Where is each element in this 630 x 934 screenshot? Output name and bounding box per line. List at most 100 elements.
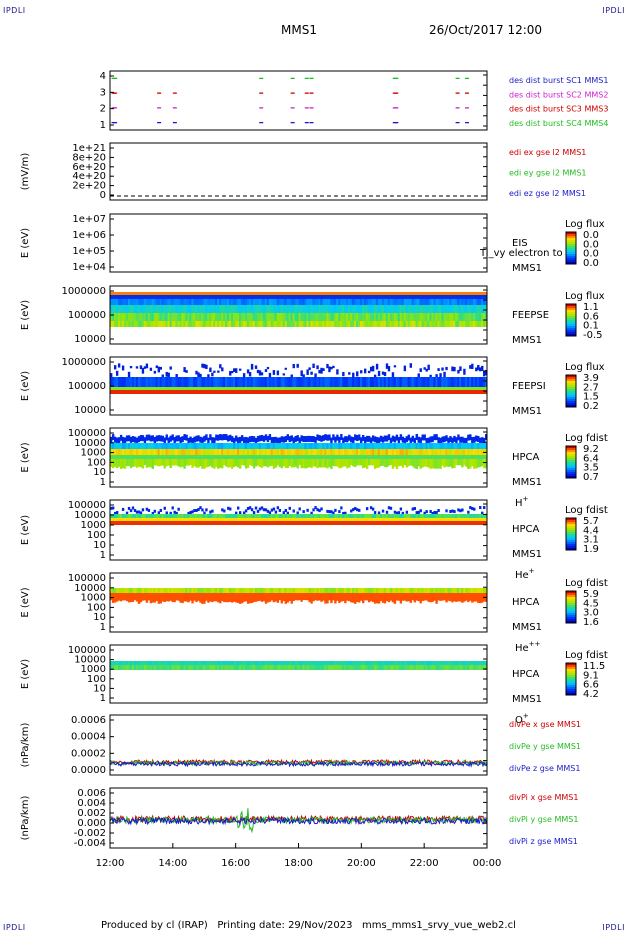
spectrogram-cell xyxy=(163,299,166,305)
spectrogram-cell xyxy=(365,449,369,455)
spectrogram-cell xyxy=(187,437,190,444)
spectrogram-cell xyxy=(250,363,254,370)
spectrogram-cell xyxy=(365,292,369,295)
spectrogram-cell xyxy=(250,377,254,387)
y-tick-label: 1e+05 xyxy=(72,246,106,257)
spectrogram-cell xyxy=(125,588,129,593)
panel-frame xyxy=(109,427,488,488)
spectrogram-cell xyxy=(179,455,182,459)
spectrogram-cell xyxy=(473,292,476,295)
spectrogram-cell xyxy=(342,371,345,377)
spectrogram-cell xyxy=(127,455,131,459)
spectrogram-cell xyxy=(340,299,343,305)
spectrogram-cell xyxy=(304,518,307,521)
spectrogram-cell xyxy=(169,366,172,370)
spectrogram-cell xyxy=(363,295,367,299)
spectrogram-cell xyxy=(155,299,159,305)
header-mission: MMS1 xyxy=(281,23,317,37)
spectrogram-cell xyxy=(441,459,444,466)
spectrogram-cell xyxy=(302,443,305,449)
spectrogram-cell xyxy=(250,390,254,394)
spectrogram-cell xyxy=(231,370,234,374)
spectrogram-cell xyxy=(310,521,313,525)
spectrogram-cell xyxy=(238,511,242,515)
spectrogram-cell xyxy=(483,588,486,593)
spectrogram-cell xyxy=(437,455,440,459)
spectrogram-cell xyxy=(479,514,482,518)
spectrogram-cell xyxy=(153,321,157,327)
spectrogram-cell xyxy=(264,434,268,441)
spectrogram-cell xyxy=(223,661,226,665)
spectrogram-cell xyxy=(197,372,200,379)
spectrogram-cell xyxy=(451,295,454,299)
spectrogram-cell xyxy=(119,518,123,521)
spectrogram-cell xyxy=(235,661,238,665)
panel-frame xyxy=(109,142,488,201)
spectrogram-cell xyxy=(296,449,299,455)
spectrogram-cell xyxy=(167,390,170,394)
spectrogram-cell xyxy=(197,588,200,593)
spectrogram-cell xyxy=(435,299,438,305)
spectrogram-cell xyxy=(125,313,129,321)
spectrogram-cell xyxy=(352,437,355,444)
spectrogram-cell xyxy=(356,588,359,593)
spectrogram-cell xyxy=(197,514,200,518)
spectrogram-cell xyxy=(240,449,244,455)
spectrogram-cell xyxy=(179,661,182,665)
colorbar-segment xyxy=(566,234,576,237)
ion-species-label: He++ xyxy=(515,640,541,654)
spectrogram-cell xyxy=(393,518,397,521)
spectrogram-cell xyxy=(227,435,230,442)
spectrogram-cell xyxy=(260,321,264,327)
spectrogram-cell xyxy=(213,521,216,525)
spectrogram-cell xyxy=(183,521,186,525)
spectrogram-cell xyxy=(135,299,139,305)
spectrogram-cell xyxy=(290,518,293,521)
spectrogram-cell xyxy=(131,506,135,510)
spectrogram-cell xyxy=(219,390,222,394)
spectrogram-cell xyxy=(463,437,466,444)
spectrogram-cell xyxy=(161,518,164,521)
spectrogram-cell xyxy=(328,661,331,665)
spectrogram-cell xyxy=(324,321,327,327)
spectrogram-cell xyxy=(419,305,422,313)
spectrogram-cell xyxy=(145,443,149,449)
spectrogram-cell xyxy=(233,299,236,305)
spectrogram-cell xyxy=(457,292,460,295)
spectrogram-cell xyxy=(409,665,412,670)
spectrogram-cell xyxy=(330,514,333,518)
spectrogram-cell xyxy=(207,377,210,387)
spectrogram-cell xyxy=(177,295,180,299)
spectrogram-cell xyxy=(379,435,383,442)
spectrogram-cell xyxy=(298,443,301,449)
spectrogram-cell xyxy=(369,443,373,449)
spectrogram-cell xyxy=(223,588,226,593)
series-line xyxy=(109,759,488,767)
spectrogram-cell xyxy=(383,372,387,377)
spectrogram-cell xyxy=(322,299,325,305)
spectrogram-cell xyxy=(467,521,470,525)
spectrogram-cell xyxy=(302,661,305,665)
spectrogram-cell xyxy=(399,321,403,327)
spectrogram-cell xyxy=(308,661,311,665)
spectrogram-cell xyxy=(469,434,472,441)
spectrogram-cell xyxy=(185,299,188,305)
spectrogram-cell xyxy=(209,305,212,313)
spectrogram-cell xyxy=(225,377,228,387)
spectrogram-cell xyxy=(117,443,121,449)
spectrogram-cell xyxy=(385,443,389,449)
spectrogram-cell xyxy=(254,661,258,665)
spectrogram-cell xyxy=(288,661,291,665)
spectrogram-cell xyxy=(342,449,345,455)
colorbar-segment xyxy=(566,677,576,680)
spectrogram-cell xyxy=(465,377,468,387)
spectrogram-cell xyxy=(441,593,444,601)
spectrogram-cell xyxy=(397,299,401,305)
spectrogram-cell xyxy=(413,588,416,593)
spectrogram-cell xyxy=(169,295,172,299)
spectrogram-cell xyxy=(399,521,403,525)
spectrogram-cell xyxy=(167,455,170,459)
spectrogram-cell xyxy=(389,588,393,593)
spectrogram-cell xyxy=(115,370,119,376)
spectrogram-cell xyxy=(324,521,327,525)
